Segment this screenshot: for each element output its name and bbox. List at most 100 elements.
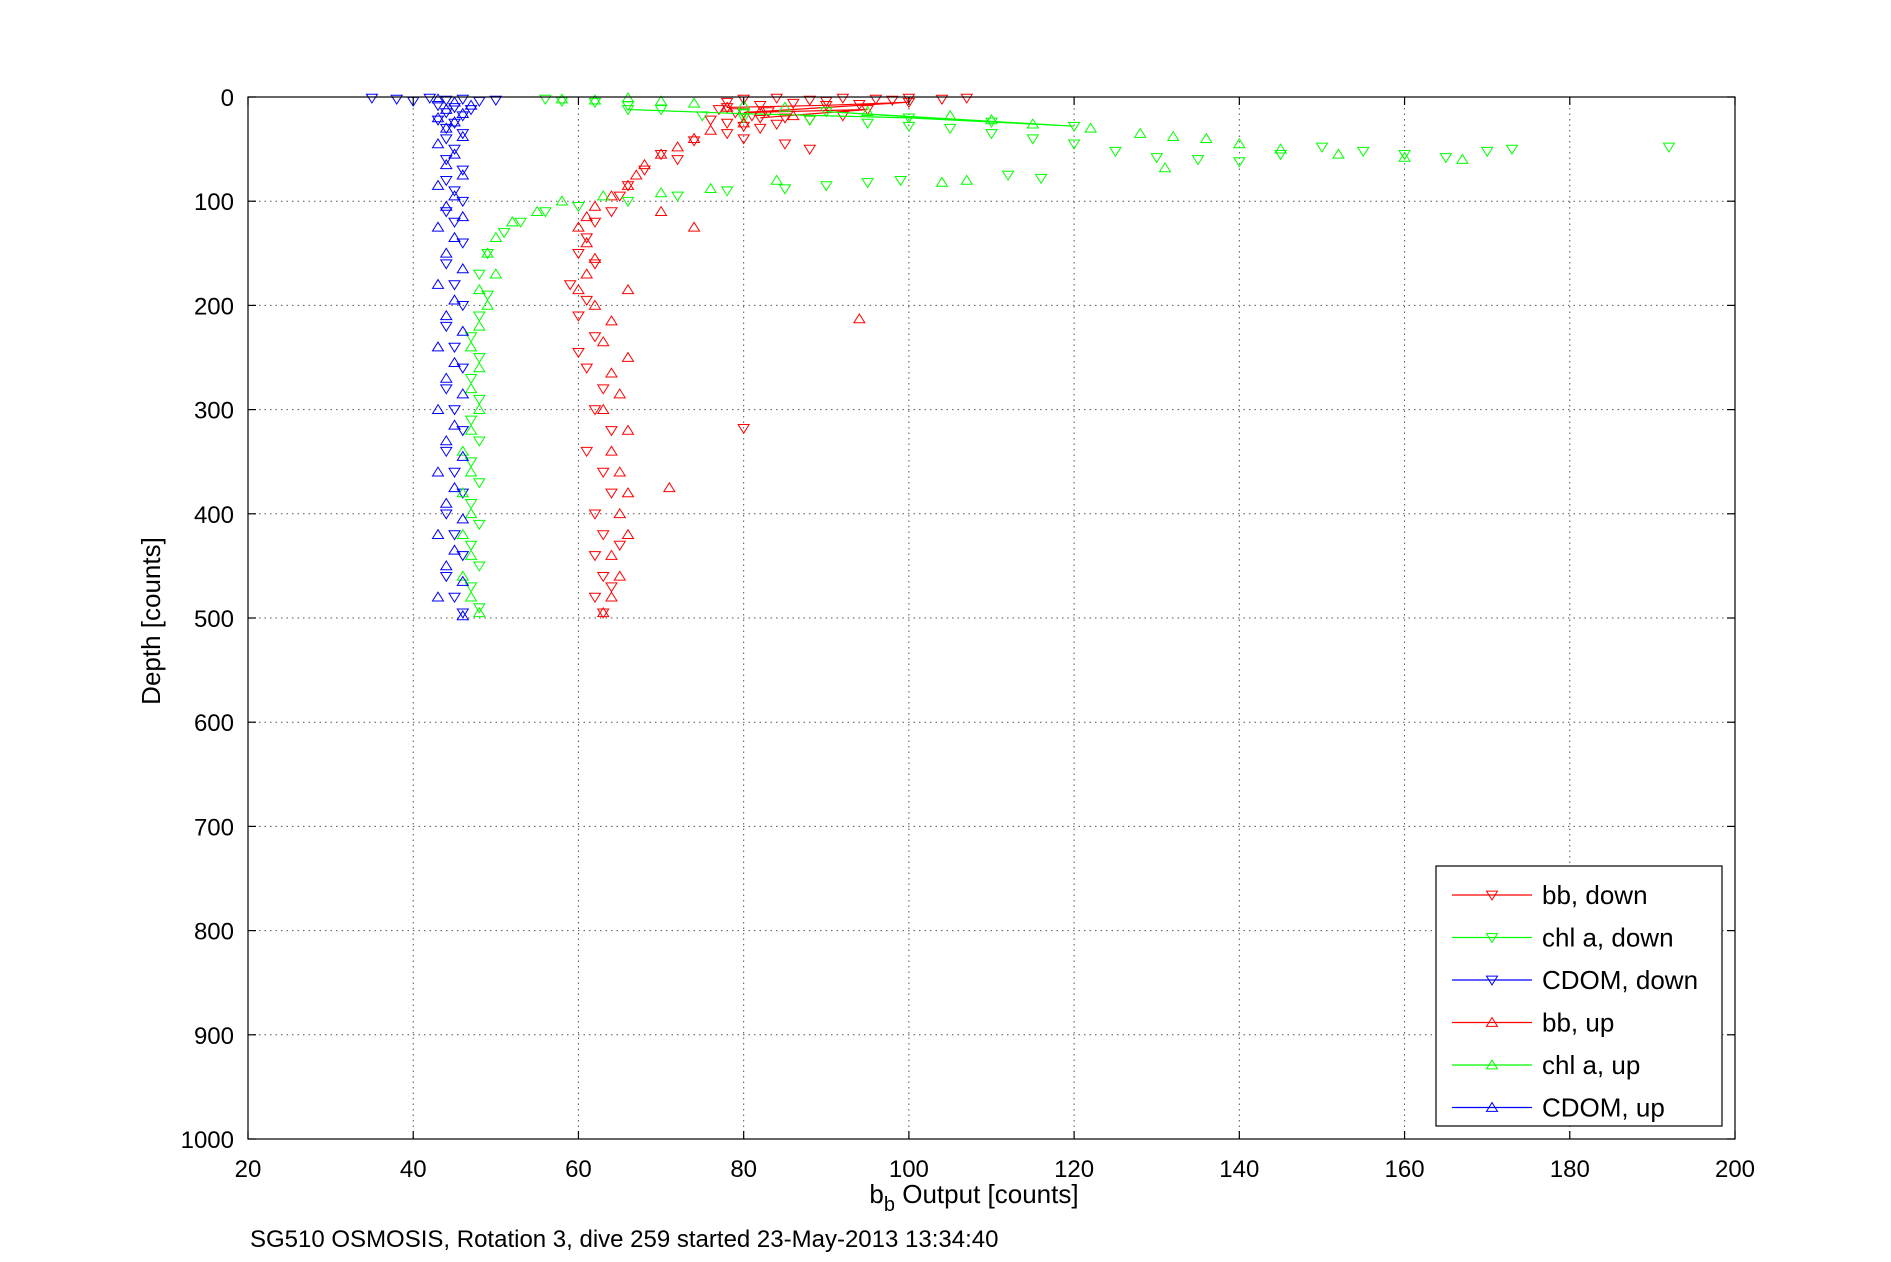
caption: SG510 OSMOSIS, Rotation 3, dive 259 star… bbox=[250, 1226, 998, 1253]
data-point bbox=[596, 335, 610, 347]
data-point bbox=[572, 221, 585, 232]
data-point bbox=[712, 105, 726, 116]
data-point bbox=[1398, 149, 1411, 161]
data-point bbox=[439, 155, 453, 166]
data-point bbox=[456, 165, 470, 176]
data-point bbox=[943, 123, 957, 135]
data-point bbox=[456, 210, 470, 222]
data-point bbox=[464, 540, 478, 551]
data-point bbox=[464, 507, 478, 519]
data-point bbox=[448, 342, 461, 353]
data-point bbox=[555, 93, 569, 104]
data-point bbox=[580, 233, 594, 244]
data-point bbox=[629, 169, 643, 180]
data-point bbox=[720, 118, 734, 129]
data-point bbox=[605, 190, 618, 201]
data-point bbox=[737, 117, 751, 128]
data-point bbox=[423, 93, 437, 104]
data-point bbox=[1662, 142, 1676, 153]
data-point bbox=[753, 123, 767, 135]
legend-marker bbox=[1485, 933, 1499, 944]
y-tick-label: 600 bbox=[194, 710, 234, 737]
data-point bbox=[456, 130, 470, 141]
data-point bbox=[538, 207, 552, 218]
data-point bbox=[704, 115, 718, 126]
data-point bbox=[464, 582, 478, 593]
data-point bbox=[580, 268, 594, 279]
data-point bbox=[481, 299, 494, 310]
data-point bbox=[588, 299, 602, 310]
data-point bbox=[1505, 144, 1519, 155]
data-point bbox=[472, 603, 486, 614]
data-point bbox=[1026, 118, 1040, 129]
data-point bbox=[464, 373, 478, 385]
data-point bbox=[1133, 127, 1147, 138]
data-point bbox=[704, 124, 718, 135]
data-point bbox=[472, 362, 486, 373]
data-point bbox=[621, 351, 635, 362]
legend-entry: chl a, up bbox=[1542, 1050, 1640, 1080]
data-point bbox=[464, 99, 478, 110]
data-point bbox=[935, 94, 949, 105]
data-point bbox=[596, 403, 610, 414]
x-tick-label: 120 bbox=[1054, 1156, 1094, 1183]
data-point bbox=[1332, 148, 1345, 159]
y-tick-label: 500 bbox=[194, 606, 234, 633]
data-point bbox=[456, 488, 470, 499]
series-1 bbox=[464, 94, 1676, 614]
data-point bbox=[472, 436, 486, 447]
data-point bbox=[861, 118, 874, 129]
data-point bbox=[621, 179, 635, 190]
y-tick-label: 100 bbox=[194, 189, 234, 216]
data-point bbox=[695, 111, 709, 122]
data-point bbox=[489, 231, 503, 243]
data-point bbox=[1274, 143, 1288, 154]
data-point bbox=[472, 311, 486, 322]
data-point bbox=[737, 99, 751, 110]
ticks: 20 40 60 80 100 120 140 160 180 200 0 100 200 300 400 5… bbox=[181, 85, 1755, 1183]
y-tick-label: 800 bbox=[194, 919, 234, 946]
data-point bbox=[456, 196, 470, 208]
data-point bbox=[588, 551, 602, 562]
data-point bbox=[456, 551, 470, 562]
data-point bbox=[448, 405, 461, 416]
data-point bbox=[613, 191, 627, 202]
data-point bbox=[464, 466, 478, 477]
data-point bbox=[448, 280, 461, 291]
data-point bbox=[439, 497, 453, 508]
data-point bbox=[572, 347, 585, 359]
data-point bbox=[687, 97, 701, 108]
data-point bbox=[456, 487, 470, 498]
data-point bbox=[960, 93, 974, 104]
legend-marker bbox=[1485, 1101, 1499, 1112]
data-point bbox=[472, 353, 486, 364]
y-tick-label: 300 bbox=[194, 398, 234, 425]
data-point bbox=[605, 591, 618, 602]
data-point bbox=[836, 93, 850, 104]
data-point bbox=[448, 231, 461, 243]
data-point bbox=[431, 341, 445, 352]
data-point bbox=[481, 247, 494, 258]
series-3 bbox=[572, 101, 866, 618]
data-point bbox=[985, 117, 998, 128]
grid bbox=[248, 97, 1735, 1139]
data-point bbox=[439, 372, 453, 383]
data-point bbox=[588, 252, 602, 263]
data-point bbox=[464, 415, 478, 426]
data-point bbox=[448, 356, 461, 368]
data-point bbox=[448, 467, 461, 479]
data-point bbox=[596, 530, 610, 541]
series-5 bbox=[431, 93, 478, 621]
data-point bbox=[1001, 170, 1015, 182]
legend-marker bbox=[1485, 1059, 1499, 1070]
data-point bbox=[572, 248, 585, 260]
data-point bbox=[737, 94, 751, 105]
data-point bbox=[935, 176, 949, 187]
x-tick-label: 80 bbox=[730, 1156, 757, 1183]
data-point bbox=[448, 481, 461, 493]
data-point bbox=[588, 217, 602, 228]
data-point bbox=[737, 113, 751, 124]
legend-entry: bb, down bbox=[1542, 880, 1648, 910]
data-point bbox=[464, 382, 478, 394]
data-point bbox=[720, 186, 734, 197]
